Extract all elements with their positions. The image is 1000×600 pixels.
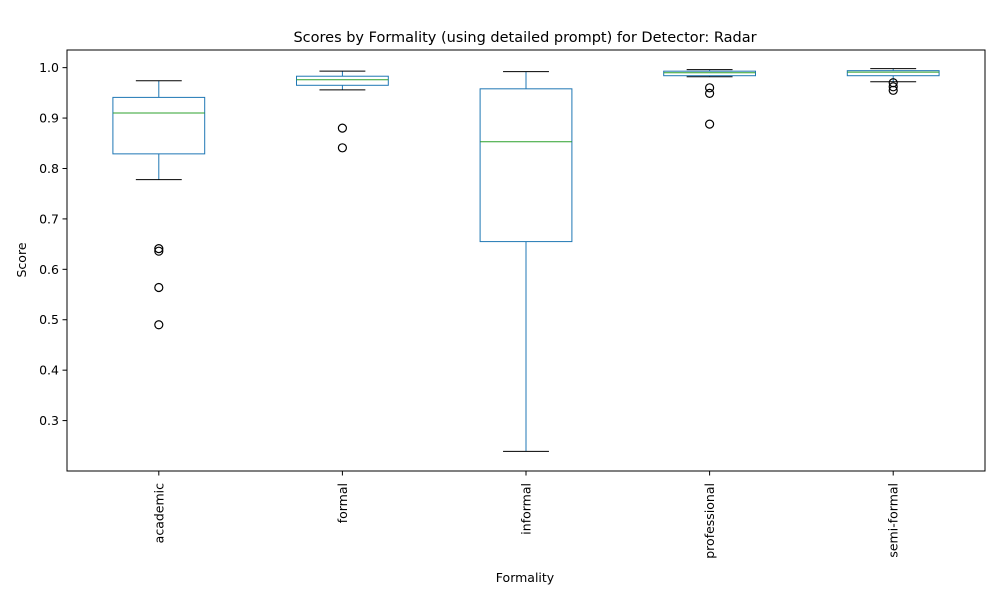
flier-professional: [704, 119, 715, 129]
y-tick-label: 0.6: [39, 262, 59, 277]
y-tick-label: 0.8: [39, 161, 59, 176]
flier-semi-formal: [888, 82, 898, 92]
plot-area: 0.3 0.4 0.5 0.6 0.7 0.8 0.9 1.0 academic formal in…: [39, 60, 940, 559]
y-tick-label: 0.5: [39, 312, 59, 327]
x-tick-label-informal: informal: [519, 483, 534, 535]
y-tick-label: 0.3: [39, 413, 59, 428]
x-axis-label: Formality: [496, 570, 555, 585]
x-tick-label-formal: formal: [335, 483, 350, 523]
x-tick-label-semi-formal: semi-formal: [886, 483, 901, 558]
x-tick-label-professional: professional: [702, 483, 717, 559]
flier-academic: [154, 320, 164, 330]
y-axis-label: Score: [14, 242, 29, 277]
flier-semi-formal: [888, 85, 898, 95]
box-formal: [296, 75, 389, 86]
flier-formal: [337, 123, 347, 133]
y-tick-label: 0.7: [39, 211, 59, 226]
y-tick-label: 1.0: [39, 60, 59, 75]
box-academic: [112, 96, 206, 155]
box-semi-formal: [846, 70, 940, 77]
flier-academic: [154, 246, 164, 256]
flier-academic: [154, 244, 164, 254]
box-informal: [479, 88, 573, 243]
flier-professional: [704, 83, 715, 93]
flier-academic: [154, 282, 164, 293]
chart-title: Scores by Formality (using detailed prom…: [293, 30, 756, 46]
flier-professional: [704, 88, 715, 98]
axes-frame: [66, 49, 986, 472]
y-tick-label: 0.4: [39, 363, 59, 378]
x-tick-label-academic: academic: [151, 483, 166, 543]
box-professional: [663, 70, 757, 77]
flier-formal: [337, 143, 347, 153]
y-tick-label: 0.9: [39, 111, 59, 126]
